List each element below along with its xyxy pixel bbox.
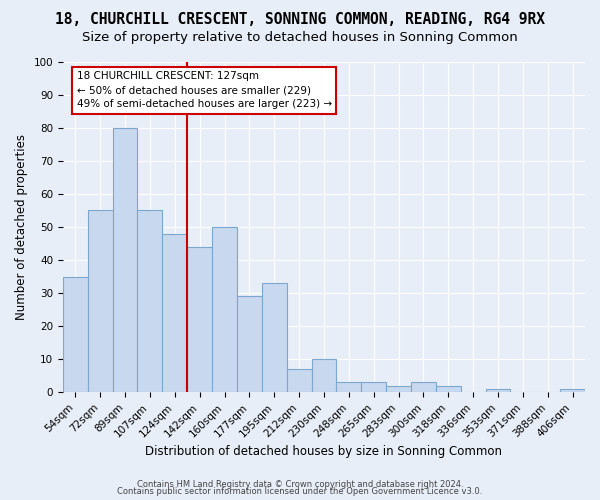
Bar	[113, 128, 137, 392]
Bar	[88, 210, 113, 392]
Bar	[137, 210, 163, 392]
Text: 18, CHURCHILL CRESCENT, SONNING COMMON, READING, RG4 9RX: 18, CHURCHILL CRESCENT, SONNING COMMON, …	[55, 12, 545, 28]
Bar	[311, 360, 337, 392]
Bar	[411, 382, 436, 392]
Bar	[187, 247, 212, 392]
Y-axis label: Number of detached properties: Number of detached properties	[15, 134, 28, 320]
Text: Size of property relative to detached houses in Sonning Common: Size of property relative to detached ho…	[82, 31, 518, 44]
Bar	[386, 386, 411, 392]
Bar	[287, 369, 311, 392]
Bar	[361, 382, 386, 392]
Bar	[436, 386, 461, 392]
Bar	[337, 382, 361, 392]
Text: Contains public sector information licensed under the Open Government Licence v3: Contains public sector information licen…	[118, 487, 482, 496]
Bar	[237, 296, 262, 392]
Bar	[163, 234, 187, 392]
Text: 18 CHURCHILL CRESCENT: 127sqm
← 50% of detached houses are smaller (229)
49% of : 18 CHURCHILL CRESCENT: 127sqm ← 50% of d…	[77, 72, 332, 110]
Bar	[212, 227, 237, 392]
Text: Contains HM Land Registry data © Crown copyright and database right 2024.: Contains HM Land Registry data © Crown c…	[137, 480, 463, 489]
Bar	[63, 276, 88, 392]
Bar	[262, 283, 287, 393]
X-axis label: Distribution of detached houses by size in Sonning Common: Distribution of detached houses by size …	[145, 444, 502, 458]
Bar	[485, 389, 511, 392]
Bar	[560, 389, 585, 392]
